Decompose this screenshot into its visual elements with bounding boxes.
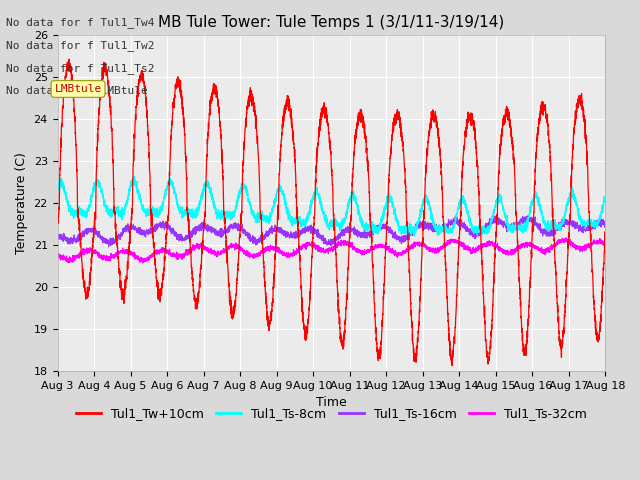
X-axis label: Time: Time xyxy=(316,396,347,409)
Text: No data for f Tul1_Ts2: No data for f Tul1_Ts2 xyxy=(6,63,155,74)
Title: MB Tule Tower: Tule Temps 1 (3/1/11-3/19/14): MB Tule Tower: Tule Temps 1 (3/1/11-3/19… xyxy=(158,15,504,30)
Y-axis label: Temperature (C): Temperature (C) xyxy=(15,152,28,254)
Text: No data for f LMBtule: No data for f LMBtule xyxy=(6,86,148,96)
Text: No data for f Tul1_Tw4: No data for f Tul1_Tw4 xyxy=(6,17,155,28)
Text: LMBtule: LMBtule xyxy=(54,84,102,94)
Text: No data for f Tul1_Tw2: No data for f Tul1_Tw2 xyxy=(6,40,155,51)
Legend: Tul1_Tw+10cm, Tul1_Ts-8cm, Tul1_Ts-16cm, Tul1_Ts-32cm: Tul1_Tw+10cm, Tul1_Ts-8cm, Tul1_Ts-16cm,… xyxy=(71,402,592,425)
